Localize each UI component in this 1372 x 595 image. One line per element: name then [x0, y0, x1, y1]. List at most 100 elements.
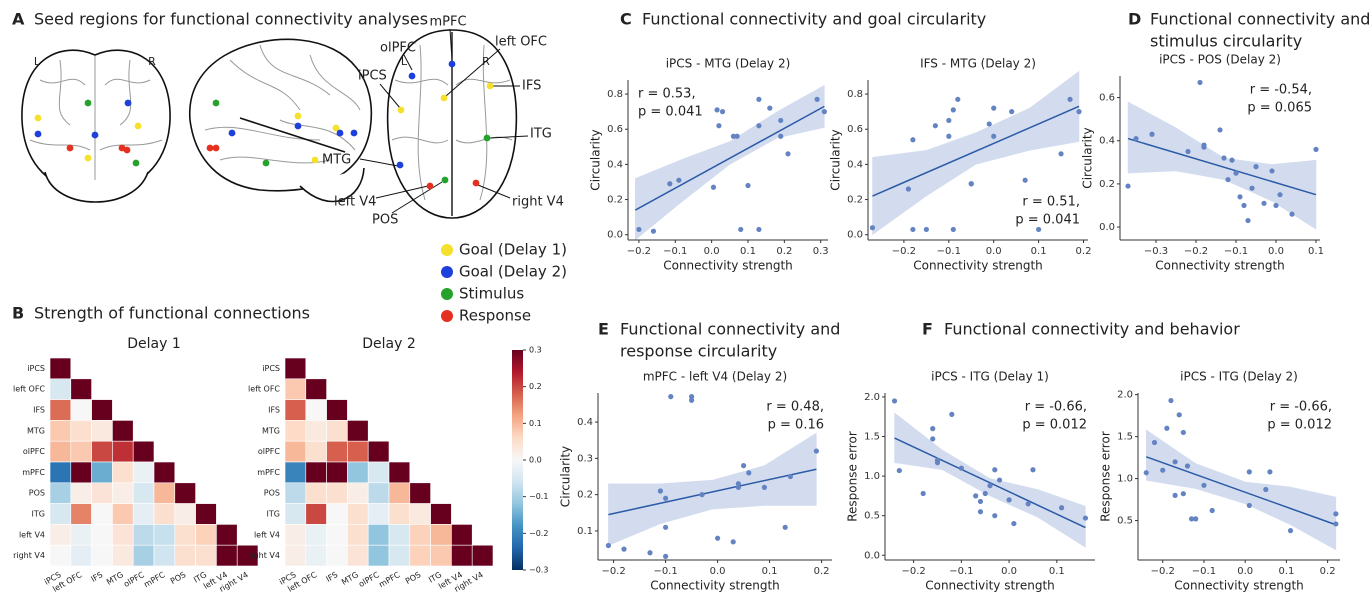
- heatmap-cell: [49, 399, 72, 421]
- scatter-point: [1253, 164, 1259, 170]
- x-tick-label: 0.0: [986, 246, 1002, 257]
- heatmap-cell: [305, 420, 327, 442]
- scatter-point: [636, 226, 642, 233]
- heatmap-cell: [388, 461, 411, 484]
- brain-side-view: [189, 38, 373, 192]
- scatter-point: [891, 398, 898, 404]
- seed-dot: [66, 144, 74, 152]
- y-tick-label: 2.0: [864, 392, 880, 403]
- scatter-point: [1246, 502, 1252, 509]
- heatmap-cell: [347, 524, 369, 546]
- scatter-point: [1058, 151, 1064, 157]
- scatter-point: [1180, 491, 1186, 497]
- seed-dot: [294, 122, 302, 130]
- scatter-point: [946, 117, 952, 124]
- stat-annotation: r = -0.66,: [1270, 400, 1332, 415]
- heatmap-cell: [305, 482, 327, 504]
- heatmap-cell: [284, 461, 307, 484]
- heatmap-cell: [132, 503, 155, 525]
- heatmap-cell: [216, 544, 238, 567]
- column-label: MTG: [105, 570, 125, 587]
- heatmap-cell: [49, 482, 72, 504]
- colorbar-tick-label: 0.2: [529, 382, 542, 391]
- scatter-point: [1011, 520, 1017, 527]
- column-label: IFS: [324, 570, 339, 584]
- scatter-point: [1273, 202, 1279, 209]
- heatmap-cell: [388, 482, 411, 504]
- x-tick-label: 0.3: [813, 246, 829, 257]
- scatter-point: [930, 426, 936, 432]
- heatmap-cell: [174, 524, 196, 546]
- panel-letter: F: [922, 320, 933, 339]
- legend-swatch: [441, 288, 453, 300]
- scatter-point: [973, 493, 979, 499]
- seed-dot: [440, 94, 448, 102]
- scatter-point: [821, 109, 827, 115]
- scatter-point: [756, 96, 762, 102]
- region-label: mPFC: [429, 15, 466, 30]
- heatmap-cell: [174, 544, 196, 567]
- stat-annotation: p = 0.041: [1015, 213, 1080, 228]
- heatmap-cell: [305, 461, 327, 484]
- scatter-point: [756, 226, 762, 233]
- y-tick-label: 0.0: [864, 550, 880, 561]
- scatter-point: [930, 436, 936, 442]
- seed-dot: [350, 129, 358, 137]
- heatmap-cell: [284, 420, 307, 442]
- row-label: MTG: [27, 426, 45, 435]
- region-label: left OFC: [495, 35, 547, 50]
- column-label: POS: [169, 570, 188, 586]
- scatter-point: [1237, 194, 1243, 200]
- legend-label: Stimulus: [459, 285, 524, 303]
- heatmap-cell: [305, 544, 327, 567]
- seed-dot: [396, 161, 404, 169]
- heatmap-cell: [409, 524, 431, 546]
- x-tick-label: −0.1: [1224, 246, 1248, 257]
- heatmap-title: Delay 1: [127, 336, 181, 352]
- heatmap-cell: [174, 482, 196, 504]
- heatmap-cell: [195, 544, 217, 567]
- heatmap-cell: [70, 378, 92, 400]
- seed-dot: [84, 99, 92, 107]
- y-tick-label: 1.5: [1117, 432, 1133, 443]
- panel-title: response circularity: [620, 342, 777, 361]
- scatter-point: [1133, 135, 1139, 142]
- heatmap-cell: [305, 440, 327, 463]
- heatmap-cell: [91, 461, 113, 484]
- scatter-point: [1172, 492, 1178, 498]
- scatter-point: [946, 133, 952, 139]
- column-label: MTG: [340, 570, 360, 587]
- heatmap-cell: [91, 420, 113, 442]
- seed-dot: [34, 114, 42, 122]
- scatter-point: [715, 535, 721, 541]
- panel-title: Seed regions for functional connectivity…: [34, 10, 428, 29]
- scatter-point: [1225, 176, 1231, 183]
- scatter-point: [1149, 131, 1155, 137]
- scatter-point: [1201, 142, 1207, 148]
- heatmap-cell: [132, 461, 155, 484]
- scatter-point: [958, 465, 964, 471]
- x-tick-label: −0.1: [937, 246, 961, 257]
- y-tick-label: 1.5: [864, 432, 880, 443]
- scatter-point: [756, 123, 762, 129]
- pointer-line: [391, 181, 443, 214]
- panel-title: Functional connectivity and goal circula…: [642, 10, 986, 29]
- y-axis-label: Circularity: [559, 446, 573, 507]
- heatmap-cell: [284, 378, 307, 400]
- heatmap-cell: [430, 524, 452, 546]
- scatter-point: [689, 397, 695, 403]
- scatter-point: [1025, 501, 1031, 507]
- sulcus: [204, 44, 361, 164]
- panel-title: Functional connectivity and: [620, 320, 840, 339]
- panel-letter: A: [12, 10, 25, 29]
- scatter-point: [1022, 177, 1028, 183]
- scatter-point: [1036, 226, 1042, 233]
- scatter-point: [1193, 516, 1199, 522]
- x-tick-label: 0.1: [762, 566, 778, 577]
- scatter-point: [663, 553, 669, 559]
- heatmap-title: Delay 2: [362, 336, 416, 352]
- scatter-point: [920, 490, 926, 497]
- fit-line: [1145, 456, 1337, 526]
- heatmap-cell: [284, 544, 307, 567]
